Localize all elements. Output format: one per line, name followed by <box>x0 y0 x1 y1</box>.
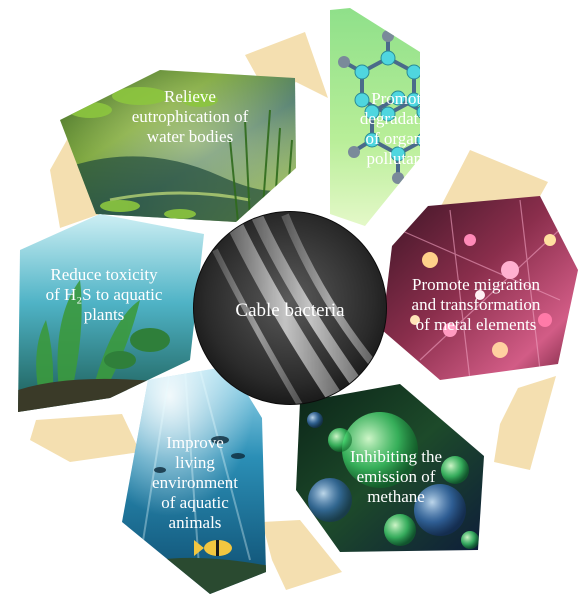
label-line: Reduce toxicity <box>50 265 158 284</box>
label-line: degradation <box>360 109 441 128</box>
label-line: Relieve <box>164 87 216 106</box>
label-line: of aquatic <box>161 493 229 512</box>
label-line: Promote <box>371 89 429 108</box>
label-line: of metal elements <box>416 315 537 334</box>
label-degradation: Promote degradation of organic pollutants <box>360 89 441 168</box>
label-line: living <box>175 453 215 472</box>
label-eutrophication: Relieve eutrophication of water bodies <box>132 87 249 146</box>
label-line: water bodies <box>147 127 233 146</box>
label-line: of H₂S to aquatic <box>46 285 163 304</box>
center-circle: Cable bacteria <box>193 211 387 405</box>
label-h2s: Reduce toxicity of H₂S to aquatic plants <box>46 265 163 324</box>
label-line: environment <box>152 473 238 492</box>
center-label: Cable bacteria <box>235 300 345 321</box>
label-animals: Improve living environment of aquatic animal… <box>152 433 238 532</box>
panel-methane <box>296 384 484 552</box>
arrow-right <box>494 376 556 470</box>
cable-bacteria-micrograph <box>194 212 386 404</box>
panel-metal <box>382 196 578 380</box>
arrow-bottom-left <box>30 414 140 462</box>
label-line: Promote migration <box>412 275 540 294</box>
label-metal: Promote migration and transformation of me… <box>412 275 541 334</box>
panel-degradation <box>330 8 420 226</box>
label-line: of organic <box>365 129 435 148</box>
arrow-bottom <box>262 520 342 590</box>
label-line: and transformation <box>412 295 541 314</box>
label-line: animals <box>169 513 222 532</box>
label-line: plants <box>84 305 125 324</box>
label-line: eutrophication of <box>132 107 249 126</box>
label-line: emission of <box>357 467 436 486</box>
bubbles-icon <box>307 412 479 549</box>
metal-atoms-icon <box>399 199 571 380</box>
label-line: Improve <box>166 433 224 452</box>
label-line: pollutants <box>366 149 433 168</box>
label-line: Inhibiting the <box>350 447 442 466</box>
label-methane: Inhibiting the emission of methane <box>350 447 442 506</box>
benefit-labels: Relieve eutrophication of water bodies Pro… <box>46 87 541 532</box>
molecule-icon <box>338 30 420 184</box>
label-line: methane <box>367 487 425 506</box>
